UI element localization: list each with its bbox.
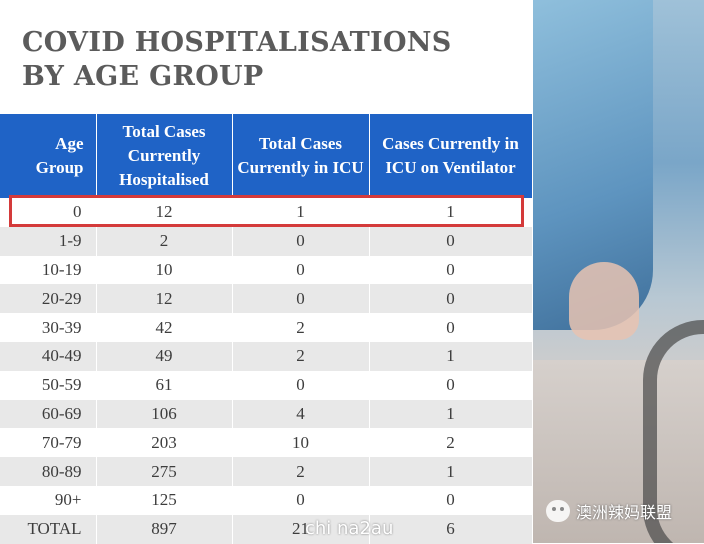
cell-icu: 10 — [232, 428, 370, 458]
cell-age: 30-39 — [0, 313, 97, 342]
row-highlight-box — [9, 195, 524, 227]
patient-hand-shape — [569, 262, 639, 340]
watermark-right-text: 澳洲辣妈联盟 — [576, 503, 673, 522]
wechat-icon — [546, 500, 570, 522]
cell-hospitalised: 61 — [96, 370, 233, 400]
cell-age: 70-79 — [0, 428, 97, 458]
cell-icu: 0 — [232, 485, 370, 515]
header-icu: Total Cases Currently in ICU — [232, 114, 370, 198]
cell-age: 20-29 — [0, 284, 97, 314]
cell-hospitalised: 203 — [96, 428, 233, 458]
cell-age: 80-89 — [0, 457, 97, 486]
header-ventilator: Cases Currently in ICU on Ventilator — [369, 114, 533, 198]
cell-icu: 0 — [232, 284, 370, 314]
cell-ventilator: 0 — [369, 226, 533, 256]
table-header-row: Age Group Total Cases Currently Hospital… — [0, 114, 533, 198]
watermark-center: chi na2au — [305, 518, 394, 539]
table-row: 1-9 2 0 0 — [0, 226, 533, 256]
cell-hospitalised: 12 — [96, 198, 233, 227]
cell-hospitalised: 10 — [96, 255, 233, 285]
title-line-1: COVID HOSPITALISATIONS — [22, 27, 452, 58]
table-row: 70-79 203 10 2 — [0, 428, 533, 458]
cell-icu: 2 — [232, 341, 370, 371]
table-row: 80-89 275 2 1 — [0, 457, 533, 486]
cell-icu: 1 — [232, 198, 370, 227]
cell-icu: 2 — [232, 313, 370, 342]
cell-icu: 21 — [232, 514, 370, 544]
hospitalisation-table: Age Group Total Cases Currently Hospital… — [0, 114, 533, 544]
cell-ventilator: 1 — [369, 198, 533, 227]
page-title: COVID HOSPITALISATIONS BY AGE GROUP — [22, 26, 452, 94]
header-hospitalised: Total Cases Currently Hospitalised — [96, 114, 233, 198]
cell-hospitalised: 42 — [96, 313, 233, 342]
cell-hospitalised: 2 — [96, 226, 233, 256]
cell-icu: 4 — [232, 399, 370, 429]
cell-ventilator: 2 — [369, 428, 533, 458]
cell-age: 90+ — [0, 485, 97, 515]
cell-ventilator: 0 — [369, 485, 533, 515]
cell-age: 0 — [0, 198, 97, 227]
table-row: 40-49 49 2 1 — [0, 341, 533, 371]
cell-icu: 0 — [232, 226, 370, 256]
title-line-2: BY AGE GROUP — [22, 61, 264, 92]
cell-age: 60-69 — [0, 399, 97, 429]
table-row: 50-59 61 0 0 — [0, 370, 533, 400]
cell-hospitalised: 12 — [96, 284, 233, 314]
cell-age: TOTAL — [0, 514, 97, 544]
header-age-group: Age Group — [0, 114, 97, 198]
cell-icu: 0 — [232, 370, 370, 400]
table-row: 10-19 10 0 0 — [0, 255, 533, 285]
table-row-total: TOTAL 897 21 6 — [0, 514, 533, 544]
cell-hospitalised: 106 — [96, 399, 233, 429]
cell-hospitalised: 125 — [96, 485, 233, 515]
cell-age: 10-19 — [0, 255, 97, 285]
cell-ventilator: 1 — [369, 341, 533, 371]
cell-icu: 0 — [232, 255, 370, 285]
cell-ventilator: 0 — [369, 284, 533, 314]
cell-ventilator: 1 — [369, 399, 533, 429]
hospital-photo — [533, 0, 704, 543]
table-row: 20-29 12 0 0 — [0, 284, 533, 314]
cell-hospitalised: 897 — [96, 514, 233, 544]
cell-icu: 2 — [232, 457, 370, 486]
cell-ventilator: 0 — [369, 370, 533, 400]
watermark-right: 澳洲辣妈联盟 — [546, 496, 672, 526]
cell-hospitalised: 275 — [96, 457, 233, 486]
table-row: 90+ 125 0 0 — [0, 485, 533, 515]
cell-ventilator: 1 — [369, 457, 533, 486]
cell-age: 1-9 — [0, 226, 97, 256]
table-row: 0 12 1 1 — [0, 198, 533, 227]
cell-ventilator: 0 — [369, 255, 533, 285]
table-row: 60-69 106 4 1 — [0, 399, 533, 429]
cell-ventilator: 6 — [369, 514, 533, 544]
table-row: 30-39 42 2 0 — [0, 313, 533, 342]
cell-age: 40-49 — [0, 341, 97, 371]
cell-hospitalised: 49 — [96, 341, 233, 371]
cell-ventilator: 0 — [369, 313, 533, 342]
cell-age: 50-59 — [0, 370, 97, 400]
